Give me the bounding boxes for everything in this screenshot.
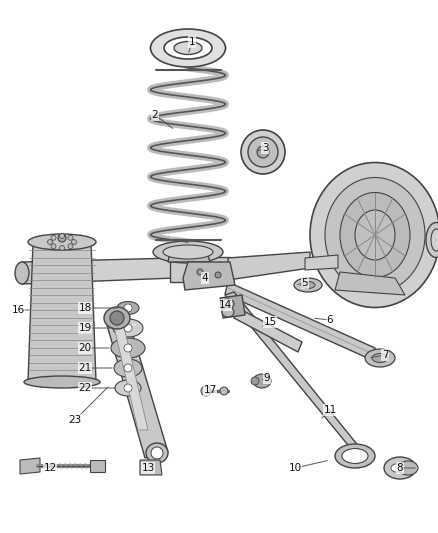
Ellipse shape	[28, 234, 96, 250]
Circle shape	[124, 364, 132, 372]
Polygon shape	[22, 258, 175, 284]
Text: 3: 3	[261, 143, 268, 153]
Text: 14: 14	[219, 300, 232, 310]
Bar	[170, 257, 230, 282]
Text: 12: 12	[43, 463, 57, 473]
Circle shape	[51, 244, 56, 249]
Polygon shape	[105, 318, 168, 458]
Ellipse shape	[384, 457, 416, 479]
Circle shape	[124, 384, 132, 392]
Text: 6: 6	[327, 315, 333, 325]
Text: 10: 10	[289, 463, 301, 473]
Ellipse shape	[104, 307, 130, 329]
Circle shape	[68, 244, 73, 249]
Polygon shape	[112, 318, 148, 430]
Ellipse shape	[253, 374, 271, 388]
Text: 23: 23	[68, 415, 81, 425]
Polygon shape	[225, 282, 375, 360]
Ellipse shape	[372, 353, 388, 362]
Text: 16: 16	[11, 305, 25, 315]
Text: 13: 13	[141, 463, 155, 473]
Ellipse shape	[301, 281, 315, 288]
Polygon shape	[220, 295, 245, 318]
Circle shape	[110, 311, 124, 325]
Ellipse shape	[117, 302, 139, 314]
Ellipse shape	[58, 234, 66, 242]
Ellipse shape	[310, 163, 438, 308]
Ellipse shape	[151, 29, 226, 67]
Text: 5: 5	[302, 278, 308, 288]
Ellipse shape	[222, 307, 234, 317]
Circle shape	[51, 235, 56, 240]
Circle shape	[68, 235, 73, 240]
Text: 15: 15	[263, 317, 277, 327]
Circle shape	[124, 324, 132, 332]
Text: 21: 21	[78, 363, 92, 373]
Circle shape	[60, 233, 64, 238]
Ellipse shape	[153, 241, 223, 263]
Ellipse shape	[111, 338, 145, 358]
Polygon shape	[90, 460, 105, 472]
Polygon shape	[335, 272, 405, 295]
Text: 4: 4	[201, 273, 208, 283]
Ellipse shape	[365, 349, 395, 367]
Ellipse shape	[426, 222, 438, 257]
Text: 2: 2	[152, 110, 158, 120]
Ellipse shape	[15, 262, 29, 284]
Text: 1: 1	[189, 37, 195, 47]
Text: 19: 19	[78, 323, 92, 333]
Ellipse shape	[355, 210, 395, 260]
Ellipse shape	[257, 146, 269, 158]
Ellipse shape	[164, 37, 212, 59]
Text: 9: 9	[264, 373, 270, 383]
Ellipse shape	[113, 319, 143, 337]
Ellipse shape	[431, 229, 438, 251]
Text: 22: 22	[78, 383, 92, 393]
Polygon shape	[305, 255, 338, 270]
Circle shape	[60, 246, 64, 251]
Circle shape	[197, 269, 203, 275]
Ellipse shape	[335, 444, 375, 468]
Ellipse shape	[222, 299, 234, 309]
Text: 8: 8	[397, 463, 403, 473]
Polygon shape	[234, 308, 302, 352]
Polygon shape	[20, 458, 40, 474]
Circle shape	[151, 447, 163, 459]
Text: 7: 7	[381, 350, 389, 360]
Ellipse shape	[24, 376, 100, 388]
Ellipse shape	[115, 380, 141, 396]
Ellipse shape	[174, 42, 202, 54]
Polygon shape	[228, 252, 310, 280]
Circle shape	[215, 272, 221, 278]
Text: 18: 18	[78, 303, 92, 313]
Ellipse shape	[391, 464, 401, 472]
Ellipse shape	[248, 137, 278, 167]
Circle shape	[220, 387, 228, 395]
Text: 11: 11	[323, 405, 337, 415]
Ellipse shape	[114, 359, 142, 377]
Ellipse shape	[340, 192, 410, 278]
Polygon shape	[140, 460, 162, 475]
Polygon shape	[28, 242, 96, 382]
Ellipse shape	[251, 377, 259, 385]
Circle shape	[71, 239, 77, 245]
Polygon shape	[183, 262, 235, 290]
Circle shape	[124, 304, 132, 312]
Ellipse shape	[325, 177, 425, 293]
Text: 20: 20	[78, 343, 92, 353]
Circle shape	[201, 386, 211, 396]
Circle shape	[47, 239, 53, 245]
Ellipse shape	[163, 245, 213, 259]
Polygon shape	[168, 252, 210, 262]
Ellipse shape	[294, 278, 322, 292]
Ellipse shape	[146, 443, 168, 463]
Polygon shape	[225, 292, 360, 450]
Ellipse shape	[241, 130, 285, 174]
Circle shape	[124, 344, 132, 352]
Ellipse shape	[398, 461, 418, 475]
Ellipse shape	[342, 448, 368, 464]
Text: 17: 17	[203, 385, 217, 395]
